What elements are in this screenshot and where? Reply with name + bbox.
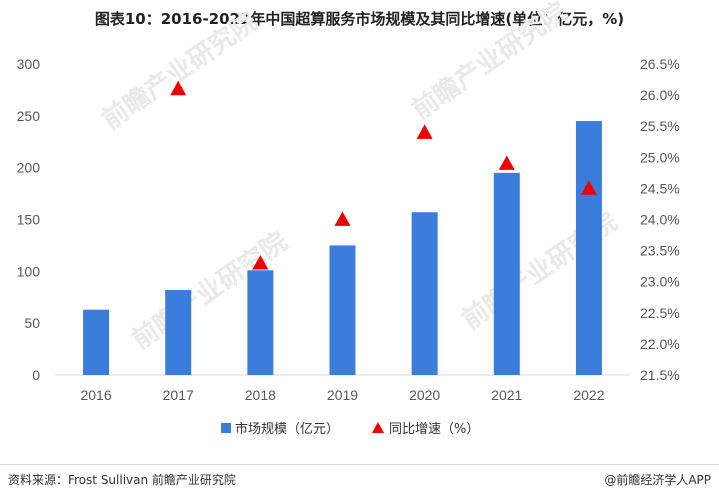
- legend: 市场规模（亿元） 同比增速（%）: [221, 421, 479, 437]
- growth-marker: [416, 124, 433, 139]
- x-tick-label: 2022: [573, 387, 604, 403]
- brand-credit: @前瞻经济学人APP: [604, 473, 711, 487]
- y-left-tick-label: 300: [17, 56, 41, 72]
- growth-marker: [252, 255, 269, 270]
- y-right-tick-label: 22.0%: [640, 336, 680, 352]
- source-note: 资料来源：Frost Sullivan 前瞻产业研究院: [8, 473, 236, 487]
- y-right-tick-label: 22.5%: [640, 305, 680, 321]
- legend-bar-label: 市场规模（亿元）: [235, 421, 339, 437]
- footer-divider: [0, 464, 719, 465]
- legend-marker-label: 同比增速（%）: [389, 422, 479, 437]
- y-right-tick-label: 25.5%: [640, 118, 680, 134]
- y-right-tick-label: 23.5%: [640, 243, 680, 259]
- y-left-tick-label: 200: [17, 160, 41, 176]
- y-right-tick-label: 25.0%: [640, 149, 680, 165]
- growth-marker: [580, 180, 597, 195]
- chart-title: 图表10：2016-2022年中国超算服务市场规模及其同比增速(单位：亿元，%): [94, 10, 625, 28]
- growth-marker: [498, 155, 515, 170]
- bar: [411, 212, 438, 375]
- bar: [575, 121, 602, 376]
- bar: [83, 309, 110, 375]
- bar: [247, 270, 274, 375]
- x-tick-label: 2016: [80, 387, 111, 403]
- y-right-tick-label: 26.5%: [640, 56, 680, 72]
- x-tick-label: 2018: [245, 387, 276, 403]
- y-left-tick-label: 100: [17, 263, 41, 279]
- y-left-tick-label: 250: [17, 108, 41, 124]
- bar: [493, 172, 520, 375]
- y-left-tick-label: 50: [24, 315, 40, 331]
- x-tick-label: 2020: [409, 387, 440, 403]
- marker-series: [170, 80, 597, 270]
- y-left-tick-label: 0: [32, 367, 40, 383]
- growth-marker: [334, 211, 351, 226]
- legend-marker-swatch: [372, 422, 384, 433]
- y-right-tick-label: 24.5%: [640, 180, 680, 196]
- y-right-tick-label: 26.0%: [640, 87, 680, 103]
- x-tick-label: 2019: [327, 387, 358, 403]
- y-left-tick-label: 150: [17, 212, 41, 228]
- watermark-text: 前瞻产业研究院: [96, 6, 263, 136]
- watermark-text: 前瞻产业研究院: [406, 0, 573, 126]
- bar-series: [83, 121, 602, 376]
- bar: [329, 245, 356, 375]
- axes: 0 50 100 150 200 250 300 21.5% 22.0% 22.5% 23.0% 23…: [17, 56, 680, 403]
- y-right-tick-label: 24.0%: [640, 212, 680, 228]
- x-tick-label: 2017: [163, 387, 194, 403]
- y-right-tick-label: 23.0%: [640, 274, 680, 290]
- growth-marker: [170, 80, 187, 96]
- legend-bar-swatch: [221, 423, 231, 433]
- x-tick-label: 2021: [491, 387, 522, 403]
- bar: [165, 289, 192, 375]
- y-right-tick-label: 21.5%: [640, 367, 680, 383]
